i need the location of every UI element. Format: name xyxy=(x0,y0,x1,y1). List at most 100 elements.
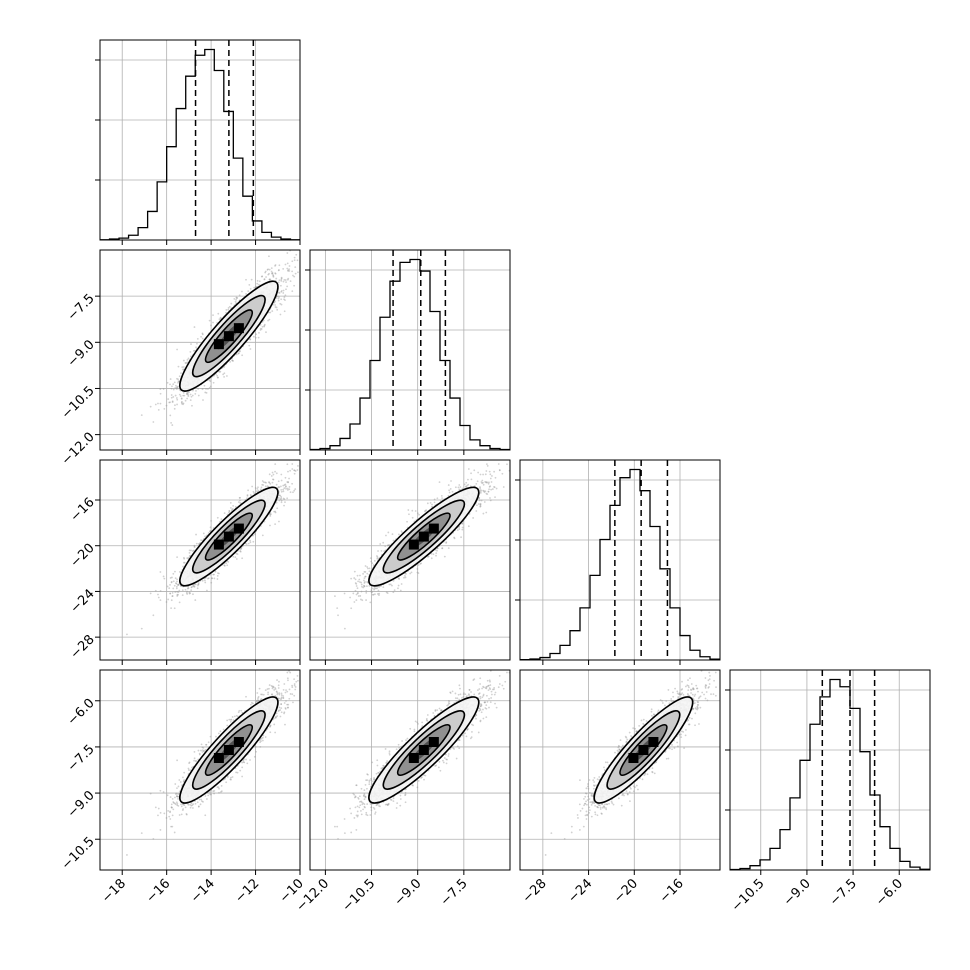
scatter-point xyxy=(197,583,200,586)
scatter-point xyxy=(237,352,240,355)
scatter-point xyxy=(226,564,229,567)
scatter-point xyxy=(140,414,143,417)
scatter-point xyxy=(183,561,186,564)
scatter-point xyxy=(270,475,273,477)
density-peak-cell xyxy=(213,339,224,350)
scatter-point xyxy=(284,476,287,479)
scatter-point xyxy=(234,556,237,559)
scatter-point xyxy=(212,321,214,324)
scatter-point xyxy=(190,395,193,398)
scatter-point xyxy=(268,255,270,258)
scatter-point xyxy=(177,583,180,586)
scatter-point xyxy=(230,302,233,305)
scatter-point xyxy=(295,447,297,449)
scatter-point xyxy=(282,268,285,270)
scatter-point xyxy=(187,393,190,396)
scatter-point xyxy=(185,392,188,395)
scatter-point xyxy=(188,591,191,594)
scatter-point xyxy=(229,360,232,363)
scatter-point xyxy=(157,596,160,599)
scatter-point xyxy=(285,487,287,490)
scatter-point xyxy=(183,394,186,397)
scatter-point xyxy=(194,583,197,586)
scatter-point xyxy=(291,482,294,485)
scatter-point xyxy=(235,353,238,356)
scatter-point xyxy=(203,384,206,387)
scatter-point xyxy=(176,348,179,351)
scatter-point xyxy=(278,269,280,271)
scatter-point xyxy=(269,483,272,485)
scatter-point xyxy=(291,260,294,263)
scatter-point xyxy=(280,479,283,482)
scatter-point xyxy=(185,362,188,365)
scatter-point xyxy=(285,288,287,291)
scatter-point xyxy=(186,391,189,394)
scatter-point xyxy=(254,487,257,489)
scatter-point xyxy=(274,511,277,514)
scatter-point xyxy=(239,496,241,499)
scatter-point xyxy=(197,394,200,397)
scatter-point xyxy=(196,587,199,590)
scatter-point xyxy=(254,336,257,339)
scatter-point xyxy=(276,308,279,311)
scatter-point xyxy=(262,481,265,483)
scatter-point xyxy=(260,275,263,278)
scatter-point xyxy=(286,489,289,491)
scatter-point xyxy=(279,284,282,287)
scatter-point xyxy=(216,574,219,577)
scatter-point xyxy=(200,335,203,338)
scatter-point xyxy=(278,279,281,282)
scatter-point xyxy=(253,335,255,338)
scatter-point xyxy=(282,289,285,292)
scatter-point xyxy=(175,397,178,399)
scatter-point xyxy=(293,284,296,287)
scatter-point xyxy=(280,496,283,498)
scatter-point xyxy=(268,318,271,321)
scatter-point xyxy=(176,578,178,581)
scatter-point xyxy=(170,396,173,399)
scatter-point xyxy=(296,259,299,262)
scatter-point xyxy=(201,579,204,582)
scatter-point xyxy=(266,268,269,271)
scatter-point xyxy=(188,551,191,554)
scatter-point xyxy=(193,585,195,588)
scatter-point xyxy=(252,540,255,543)
scatter-point xyxy=(167,398,170,400)
scatter-point xyxy=(191,394,194,397)
scatter-point xyxy=(249,348,252,350)
scatter-point xyxy=(180,372,182,374)
scatter-point xyxy=(207,388,209,390)
scatter-point xyxy=(186,393,189,396)
scatter-point xyxy=(258,331,260,334)
scatter-point xyxy=(276,507,279,510)
scatter-point xyxy=(292,274,294,277)
scatter-point xyxy=(172,396,175,398)
scatter-point xyxy=(267,268,269,271)
scatter-point xyxy=(189,351,192,353)
scatter-point xyxy=(280,276,283,279)
scatter-point xyxy=(184,399,187,402)
scatter-point xyxy=(193,585,196,588)
scatter-point xyxy=(291,463,294,465)
scatter-point xyxy=(182,403,184,406)
scatter-point xyxy=(283,298,285,301)
scatter-point xyxy=(276,295,279,298)
scatter-point xyxy=(169,378,172,380)
scatter-point xyxy=(249,287,252,290)
scatter-point xyxy=(222,373,225,376)
scatter-point xyxy=(268,481,271,484)
scatter-point xyxy=(241,290,243,293)
scatter-point xyxy=(195,390,197,392)
scatter-point xyxy=(216,578,219,580)
y-tick-label: −9.0 xyxy=(65,337,98,370)
scatter-point xyxy=(170,387,173,390)
scatter-point xyxy=(227,308,230,311)
scatter-point xyxy=(228,305,231,308)
scatter-point xyxy=(256,488,259,490)
scatter-point xyxy=(265,331,267,334)
scatter-point xyxy=(308,444,310,446)
scatter-point xyxy=(271,271,274,274)
scatter-point xyxy=(236,297,239,299)
scatter-point xyxy=(231,508,234,510)
scatter-point xyxy=(186,361,189,364)
